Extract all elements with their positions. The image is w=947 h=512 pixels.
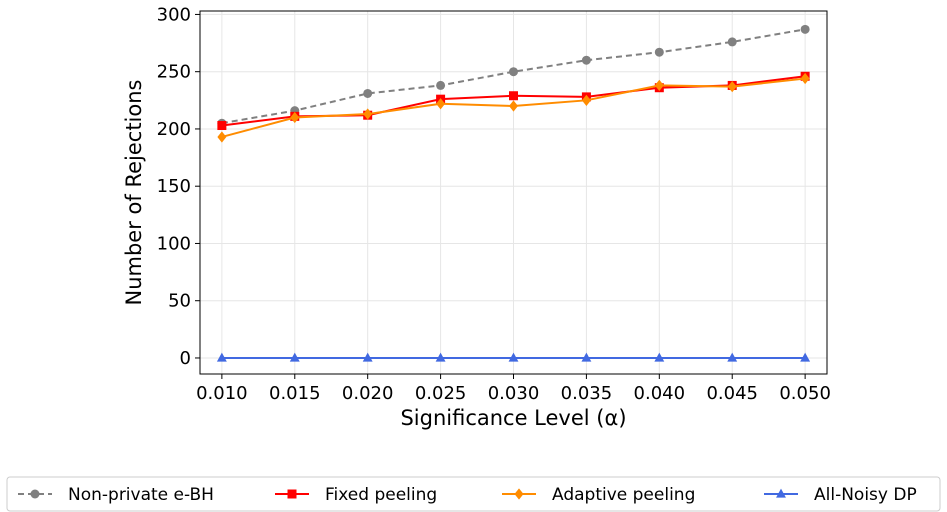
y-tick-label: 0 xyxy=(180,348,191,369)
data-point xyxy=(216,352,227,362)
data-point xyxy=(30,489,40,499)
data-point xyxy=(362,352,373,362)
x-tick-label: 0.025 xyxy=(415,383,467,404)
data-point xyxy=(509,91,518,101)
y-tick-label: 200 xyxy=(157,119,191,140)
x-tick-label: 0.045 xyxy=(706,383,758,404)
x-tick-label: 0.015 xyxy=(269,383,321,404)
x-axis-title: Significance Level (α) xyxy=(400,406,626,430)
legend-frame xyxy=(6,476,941,512)
data-point xyxy=(363,108,373,120)
series-non-private-e-bh xyxy=(217,24,810,128)
data-point xyxy=(654,352,665,362)
data-point xyxy=(776,488,786,498)
data-point xyxy=(581,94,591,106)
series-all-noisy-dp xyxy=(216,352,811,362)
series-layer xyxy=(216,24,811,362)
x-tick-label: 0.010 xyxy=(196,383,248,404)
data-point xyxy=(581,55,591,65)
data-point xyxy=(287,489,297,499)
data-point xyxy=(727,80,737,93)
data-point xyxy=(654,79,664,92)
data-point xyxy=(436,80,446,90)
data-point xyxy=(217,131,227,143)
grid xyxy=(200,11,827,374)
data-point xyxy=(727,37,737,47)
data-point xyxy=(509,100,518,112)
data-point xyxy=(436,98,446,110)
legend-item: Fixed peeling xyxy=(275,485,437,505)
data-point xyxy=(581,352,592,362)
legend-label: Adaptive peeling xyxy=(552,485,695,505)
data-point xyxy=(363,88,373,98)
x-tick-label: 0.050 xyxy=(779,383,831,404)
legend: Non-private e-BH Fixed peeling Adaptive pe… xyxy=(6,476,941,512)
data-point xyxy=(800,352,811,362)
y-tick-label: 250 xyxy=(157,62,191,83)
y-tick-label: 100 xyxy=(157,233,191,254)
legend-item: Non-private e-BH xyxy=(18,485,214,505)
legend-label: Non-private e-BH xyxy=(68,485,214,505)
data-point xyxy=(509,67,518,77)
y-tick-label: 150 xyxy=(157,176,191,197)
x-tick-label: 0.030 xyxy=(488,383,540,404)
data-point xyxy=(800,24,810,34)
x-tick-label: 0.040 xyxy=(634,383,686,404)
data-point xyxy=(217,121,227,131)
series-line xyxy=(221,28,806,125)
axis-ticks: 0.010 0.015 0.020 0.025 0.030 0.035 0.040 0.045… xyxy=(157,4,831,404)
y-tick-label: 300 xyxy=(157,4,191,25)
data-point xyxy=(435,352,446,362)
legend-label: All-Noisy DP xyxy=(814,485,917,505)
y-axis-title: Number of Rejections xyxy=(122,80,146,306)
y-tick-label: 50 xyxy=(168,291,191,312)
x-tick-label: 0.020 xyxy=(342,383,394,404)
legend-item: All-Noisy DP xyxy=(764,485,917,505)
legend-item: Adaptive peeling xyxy=(502,485,695,505)
series-adaptive-peeling xyxy=(217,72,810,143)
data-point xyxy=(290,111,300,124)
legend-label: Fixed peeling xyxy=(325,485,437,505)
x-tick-label: 0.035 xyxy=(561,383,613,404)
data-point xyxy=(727,352,738,362)
data-point xyxy=(654,47,664,57)
data-point xyxy=(289,352,300,362)
data-point xyxy=(800,72,810,85)
data-point xyxy=(508,352,519,362)
data-point xyxy=(514,488,524,500)
